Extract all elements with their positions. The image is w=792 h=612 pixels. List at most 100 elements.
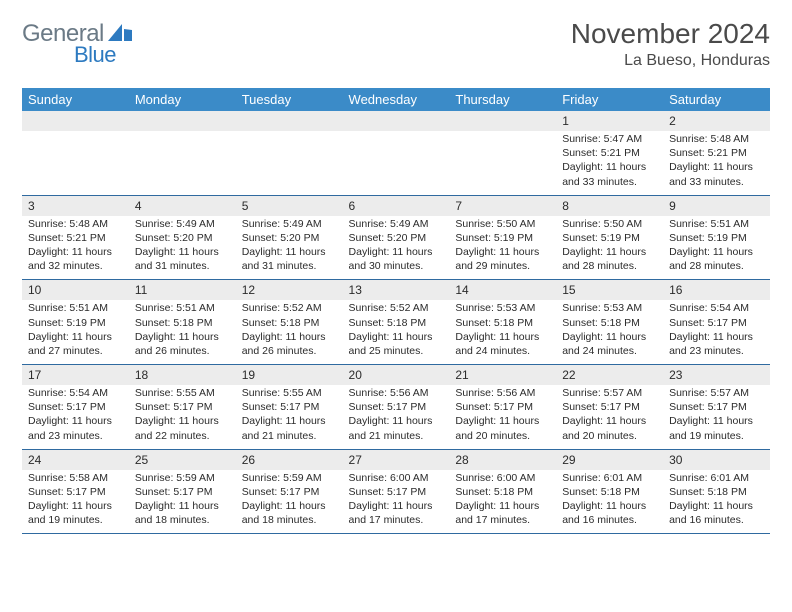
sunset-line: Sunset: 5:20 PM	[242, 232, 320, 244]
sunset-line: Sunset: 5:17 PM	[349, 486, 427, 498]
dow-sunday: Sunday	[22, 88, 129, 111]
daylight-line: Daylight: 11 hours and 21 minutes.	[349, 415, 433, 441]
day-cell: 18Sunrise: 5:55 AMSunset: 5:17 PMDayligh…	[129, 365, 236, 450]
day-cell: 16Sunrise: 5:54 AMSunset: 5:17 PMDayligh…	[663, 280, 770, 365]
day-cell: 27Sunrise: 6:00 AMSunset: 5:17 PMDayligh…	[343, 449, 450, 534]
dow-row: Sunday Monday Tuesday Wednesday Thursday…	[22, 88, 770, 111]
day-cell: 28Sunrise: 6:00 AMSunset: 5:18 PMDayligh…	[449, 449, 556, 534]
day-cell: 21Sunrise: 5:56 AMSunset: 5:17 PMDayligh…	[449, 365, 556, 450]
sunrise-line: Sunrise: 5:49 AM	[135, 218, 215, 230]
daylight-line: Daylight: 11 hours and 28 minutes.	[669, 246, 753, 272]
day-data: Sunrise: 5:59 AMSunset: 5:17 PMDaylight:…	[236, 470, 343, 534]
sunset-line: Sunset: 5:17 PM	[135, 401, 213, 413]
day-number: 19	[236, 365, 343, 385]
day-data: Sunrise: 5:56 AMSunset: 5:17 PMDaylight:…	[449, 385, 556, 449]
day-number	[129, 111, 236, 131]
day-cell: 30Sunrise: 6:01 AMSunset: 5:18 PMDayligh…	[663, 449, 770, 534]
day-cell: 29Sunrise: 6:01 AMSunset: 5:18 PMDayligh…	[556, 449, 663, 534]
day-data: Sunrise: 5:53 AMSunset: 5:18 PMDaylight:…	[449, 300, 556, 364]
daylight-line: Daylight: 11 hours and 18 minutes.	[135, 500, 219, 526]
day-number: 21	[449, 365, 556, 385]
sunset-line: Sunset: 5:17 PM	[242, 401, 320, 413]
dow-thursday: Thursday	[449, 88, 556, 111]
daylight-line: Daylight: 11 hours and 29 minutes.	[455, 246, 539, 272]
day-data: Sunrise: 6:01 AMSunset: 5:18 PMDaylight:…	[663, 470, 770, 534]
day-data	[236, 131, 343, 152]
daylight-line: Daylight: 11 hours and 23 minutes.	[28, 415, 112, 441]
sunrise-line: Sunrise: 5:53 AM	[455, 302, 535, 314]
dow-monday: Monday	[129, 88, 236, 111]
sunset-line: Sunset: 5:21 PM	[562, 147, 640, 159]
sunrise-line: Sunrise: 6:01 AM	[669, 472, 749, 484]
daylight-line: Daylight: 11 hours and 33 minutes.	[669, 161, 753, 187]
sunset-line: Sunset: 5:18 PM	[562, 486, 640, 498]
daylight-line: Daylight: 11 hours and 18 minutes.	[242, 500, 326, 526]
sunrise-line: Sunrise: 5:55 AM	[242, 387, 322, 399]
day-cell: 26Sunrise: 5:59 AMSunset: 5:17 PMDayligh…	[236, 449, 343, 534]
day-data: Sunrise: 5:57 AMSunset: 5:17 PMDaylight:…	[556, 385, 663, 449]
day-number: 18	[129, 365, 236, 385]
day-number	[22, 111, 129, 131]
title-block: November 2024 La Bueso, Honduras	[571, 18, 770, 70]
sunset-line: Sunset: 5:20 PM	[349, 232, 427, 244]
sunrise-line: Sunrise: 5:52 AM	[242, 302, 322, 314]
sunrise-line: Sunrise: 5:52 AM	[349, 302, 429, 314]
day-cell: 17Sunrise: 5:54 AMSunset: 5:17 PMDayligh…	[22, 365, 129, 450]
day-data: Sunrise: 6:00 AMSunset: 5:18 PMDaylight:…	[449, 470, 556, 534]
daylight-line: Daylight: 11 hours and 20 minutes.	[455, 415, 539, 441]
sunrise-line: Sunrise: 5:50 AM	[455, 218, 535, 230]
day-data	[22, 131, 129, 152]
sunrise-line: Sunrise: 5:49 AM	[242, 218, 322, 230]
sunset-line: Sunset: 5:17 PM	[562, 401, 640, 413]
day-cell: 20Sunrise: 5:56 AMSunset: 5:17 PMDayligh…	[343, 365, 450, 450]
day-cell: 12Sunrise: 5:52 AMSunset: 5:18 PMDayligh…	[236, 280, 343, 365]
day-cell	[236, 111, 343, 195]
week-row: 3Sunrise: 5:48 AMSunset: 5:21 PMDaylight…	[22, 195, 770, 280]
daylight-line: Daylight: 11 hours and 16 minutes.	[669, 500, 753, 526]
daylight-line: Daylight: 11 hours and 33 minutes.	[562, 161, 646, 187]
day-data: Sunrise: 5:56 AMSunset: 5:17 PMDaylight:…	[343, 385, 450, 449]
sunrise-line: Sunrise: 5:54 AM	[669, 302, 749, 314]
sunrise-line: Sunrise: 5:50 AM	[562, 218, 642, 230]
day-number: 16	[663, 280, 770, 300]
day-number: 30	[663, 450, 770, 470]
day-number	[343, 111, 450, 131]
sunrise-line: Sunrise: 5:51 AM	[135, 302, 215, 314]
dow-saturday: Saturday	[663, 88, 770, 111]
sunset-line: Sunset: 5:18 PM	[455, 486, 533, 498]
day-data: Sunrise: 5:57 AMSunset: 5:17 PMDaylight:…	[663, 385, 770, 449]
sunrise-line: Sunrise: 5:54 AM	[28, 387, 108, 399]
daylight-line: Daylight: 11 hours and 16 minutes.	[562, 500, 646, 526]
sunset-line: Sunset: 5:19 PM	[455, 232, 533, 244]
sunset-line: Sunset: 5:17 PM	[28, 401, 106, 413]
day-cell: 13Sunrise: 5:52 AMSunset: 5:18 PMDayligh…	[343, 280, 450, 365]
day-cell: 14Sunrise: 5:53 AMSunset: 5:18 PMDayligh…	[449, 280, 556, 365]
day-data: Sunrise: 5:51 AMSunset: 5:18 PMDaylight:…	[129, 300, 236, 364]
day-data: Sunrise: 5:49 AMSunset: 5:20 PMDaylight:…	[236, 216, 343, 280]
sunset-line: Sunset: 5:19 PM	[562, 232, 640, 244]
sunrise-line: Sunrise: 5:55 AM	[135, 387, 215, 399]
day-cell: 9Sunrise: 5:51 AMSunset: 5:19 PMDaylight…	[663, 195, 770, 280]
sunset-line: Sunset: 5:17 PM	[135, 486, 213, 498]
daylight-line: Daylight: 11 hours and 19 minutes.	[28, 500, 112, 526]
week-row: 24Sunrise: 5:58 AMSunset: 5:17 PMDayligh…	[22, 449, 770, 534]
day-data: Sunrise: 5:52 AMSunset: 5:18 PMDaylight:…	[236, 300, 343, 364]
day-data	[449, 131, 556, 152]
day-data: Sunrise: 5:48 AMSunset: 5:21 PMDaylight:…	[22, 216, 129, 280]
day-number	[449, 111, 556, 131]
sunset-line: Sunset: 5:18 PM	[349, 317, 427, 329]
daylight-line: Daylight: 11 hours and 24 minutes.	[562, 331, 646, 357]
day-number: 8	[556, 196, 663, 216]
sunset-line: Sunset: 5:19 PM	[28, 317, 106, 329]
day-cell: 6Sunrise: 5:49 AMSunset: 5:20 PMDaylight…	[343, 195, 450, 280]
day-number: 23	[663, 365, 770, 385]
day-number: 25	[129, 450, 236, 470]
day-data: Sunrise: 6:00 AMSunset: 5:17 PMDaylight:…	[343, 470, 450, 534]
header: General Blue November 2024 La Bueso, Hon…	[22, 18, 770, 74]
daylight-line: Daylight: 11 hours and 28 minutes.	[562, 246, 646, 272]
day-data: Sunrise: 5:55 AMSunset: 5:17 PMDaylight:…	[236, 385, 343, 449]
daylight-line: Daylight: 11 hours and 25 minutes.	[349, 331, 433, 357]
day-cell: 23Sunrise: 5:57 AMSunset: 5:17 PMDayligh…	[663, 365, 770, 450]
day-data: Sunrise: 5:51 AMSunset: 5:19 PMDaylight:…	[22, 300, 129, 364]
day-cell: 1Sunrise: 5:47 AMSunset: 5:21 PMDaylight…	[556, 111, 663, 195]
